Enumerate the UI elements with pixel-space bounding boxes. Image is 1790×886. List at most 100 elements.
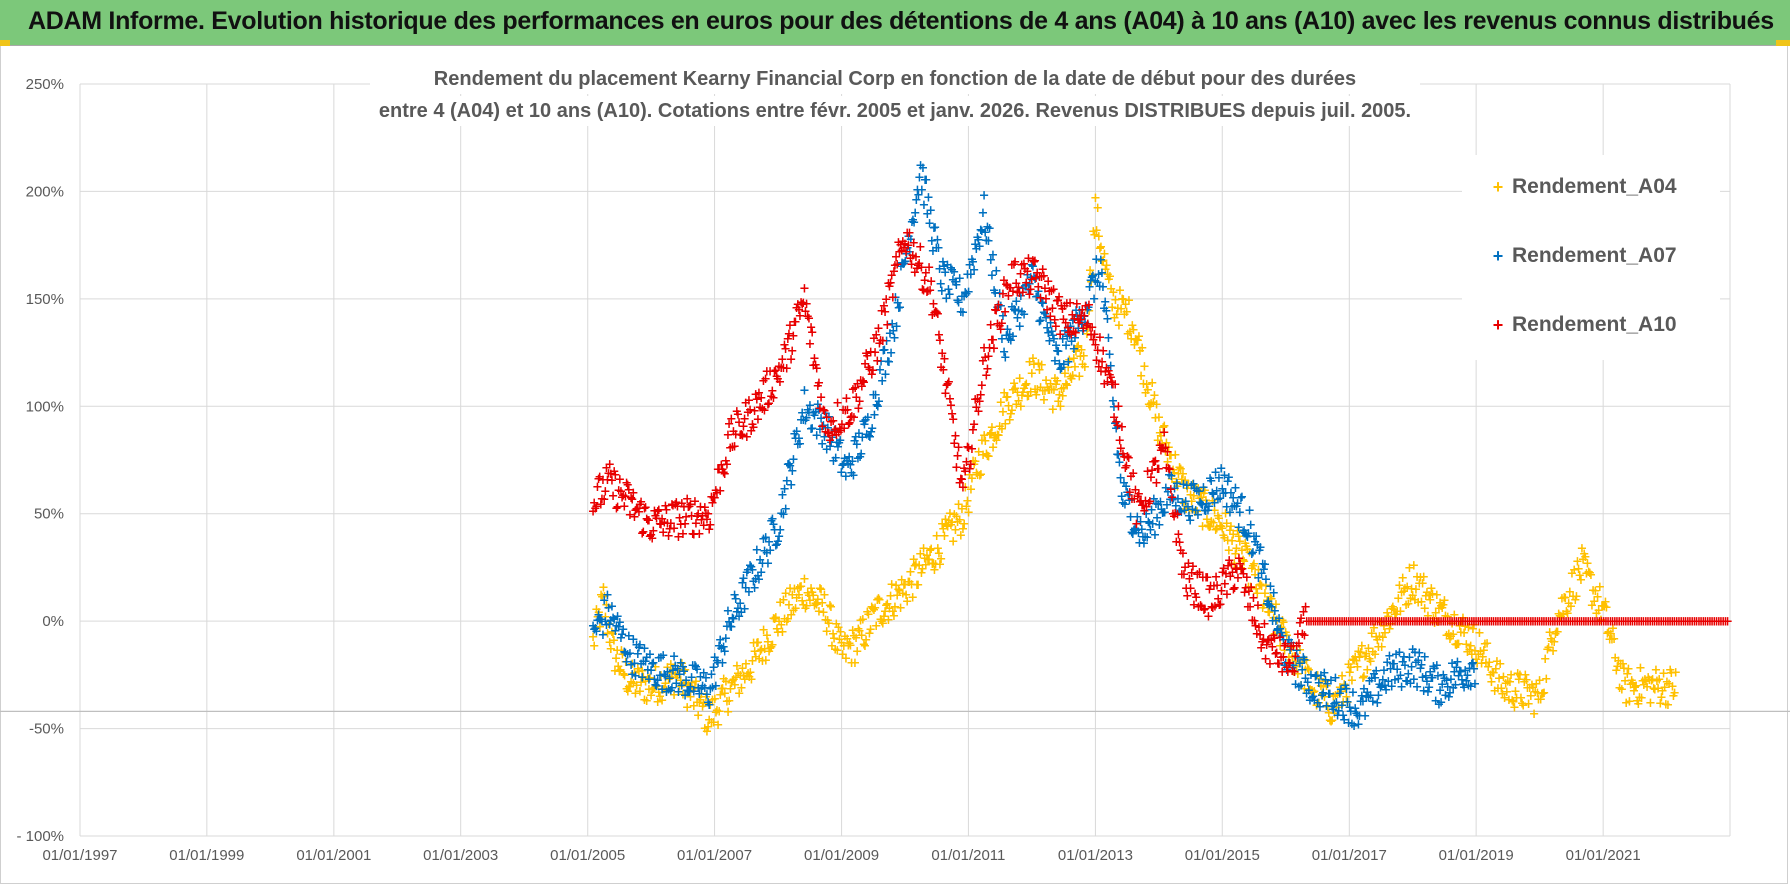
data-point: +	[1458, 611, 1469, 626]
data-point: +	[718, 640, 729, 655]
data-point: +	[1220, 507, 1231, 522]
data-point: +	[675, 673, 686, 688]
data-point: +	[1393, 672, 1404, 687]
data-point: +	[1429, 616, 1440, 631]
data-point: +	[1420, 589, 1431, 604]
data-point: +	[1441, 674, 1452, 689]
data-point: +	[1479, 637, 1490, 652]
data-point: +	[623, 680, 634, 695]
data-point: +	[816, 412, 827, 427]
data-point: +	[739, 602, 750, 617]
data-point: +	[731, 405, 742, 420]
data-point: +	[1428, 660, 1439, 675]
data-point: +	[1394, 646, 1405, 661]
data-point: +	[718, 672, 729, 687]
data-point: +	[1669, 686, 1680, 701]
data-point: +	[958, 522, 969, 537]
data-point: +	[970, 454, 981, 469]
data-point: +	[1329, 707, 1340, 722]
data-point: +	[1440, 609, 1451, 624]
data-point: +	[906, 215, 917, 230]
data-point: +	[871, 398, 882, 413]
data-point: +	[906, 577, 917, 592]
data-point: +	[775, 375, 786, 390]
data-point: +	[1177, 495, 1188, 510]
data-point: +	[981, 447, 992, 462]
data-point: +	[913, 188, 924, 203]
data-point: +	[962, 494, 973, 509]
data-point: +	[848, 629, 859, 644]
data-point: +	[1406, 582, 1417, 597]
data-point: +	[1034, 315, 1045, 330]
data-point: +	[1161, 498, 1172, 513]
data-point: +	[715, 633, 726, 648]
data-point: +	[1501, 685, 1512, 700]
data-point: +	[654, 517, 665, 532]
data-point: +	[1179, 497, 1190, 512]
data-point: +	[798, 598, 809, 613]
data-point: +	[803, 406, 814, 421]
data-point: +	[1024, 355, 1035, 370]
data-point: +	[1352, 709, 1363, 724]
data-point: +	[960, 285, 971, 300]
data-point: +	[711, 654, 722, 669]
data-point: +	[1471, 653, 1482, 668]
data-point: +	[1231, 500, 1242, 515]
data-point: +	[1238, 553, 1249, 568]
data-point: +	[1229, 557, 1240, 572]
data-point: +	[1217, 521, 1228, 536]
data-point: +	[687, 682, 698, 697]
data-point: +	[964, 468, 975, 483]
data-point: +	[1403, 597, 1414, 612]
data-point: +	[692, 662, 703, 677]
data-point: +	[1029, 270, 1040, 285]
data-point: +	[1159, 419, 1170, 434]
data-point: +	[682, 492, 693, 507]
data-point: +	[833, 440, 844, 455]
data-point: +	[758, 374, 769, 389]
data-point: +	[1490, 662, 1501, 677]
data-point: +	[769, 523, 780, 538]
data-point: +	[1140, 386, 1151, 401]
data-point: +	[1424, 588, 1435, 603]
data-point: +	[1331, 700, 1342, 715]
data-point: +	[1163, 440, 1174, 455]
data-point: +	[1320, 673, 1331, 688]
data-point: +	[885, 326, 896, 341]
data-point: +	[1020, 279, 1031, 294]
data-point: +	[1597, 599, 1608, 614]
data-point: +	[885, 589, 896, 604]
data-point: +	[1207, 486, 1218, 501]
data-point: +	[1432, 669, 1443, 684]
data-point: +	[1143, 515, 1154, 530]
data-point: +	[770, 610, 781, 625]
data-point: +	[1110, 377, 1121, 392]
data-point: +	[978, 448, 989, 463]
data-point: +	[1192, 505, 1203, 520]
data-point: +	[1383, 609, 1394, 624]
data-point: +	[680, 663, 691, 678]
data-point: +	[1121, 305, 1132, 320]
data-point: +	[901, 247, 912, 262]
data-point: +	[1146, 503, 1157, 518]
data-point: +	[632, 662, 643, 677]
data-point: +	[1301, 653, 1312, 668]
data-point: +	[1064, 329, 1075, 344]
data-point: +	[1460, 663, 1471, 678]
data-point: +	[679, 500, 690, 515]
data-point: +	[958, 306, 969, 321]
data-point: +	[1606, 632, 1617, 647]
data-point: +	[903, 230, 914, 245]
data-point: +	[994, 419, 1005, 434]
data-point: +	[1456, 615, 1467, 630]
data-point: +	[1308, 686, 1319, 701]
data-point: +	[830, 642, 841, 657]
data-point: +	[1484, 656, 1495, 671]
data-point: +	[1158, 505, 1169, 520]
data-point: +	[751, 543, 762, 558]
x-tick-label: 01/01/2011	[931, 847, 1005, 864]
data-point: +	[1650, 663, 1661, 678]
data-point: +	[760, 531, 771, 546]
data-point: +	[1532, 686, 1543, 701]
data-point: +	[630, 669, 641, 684]
